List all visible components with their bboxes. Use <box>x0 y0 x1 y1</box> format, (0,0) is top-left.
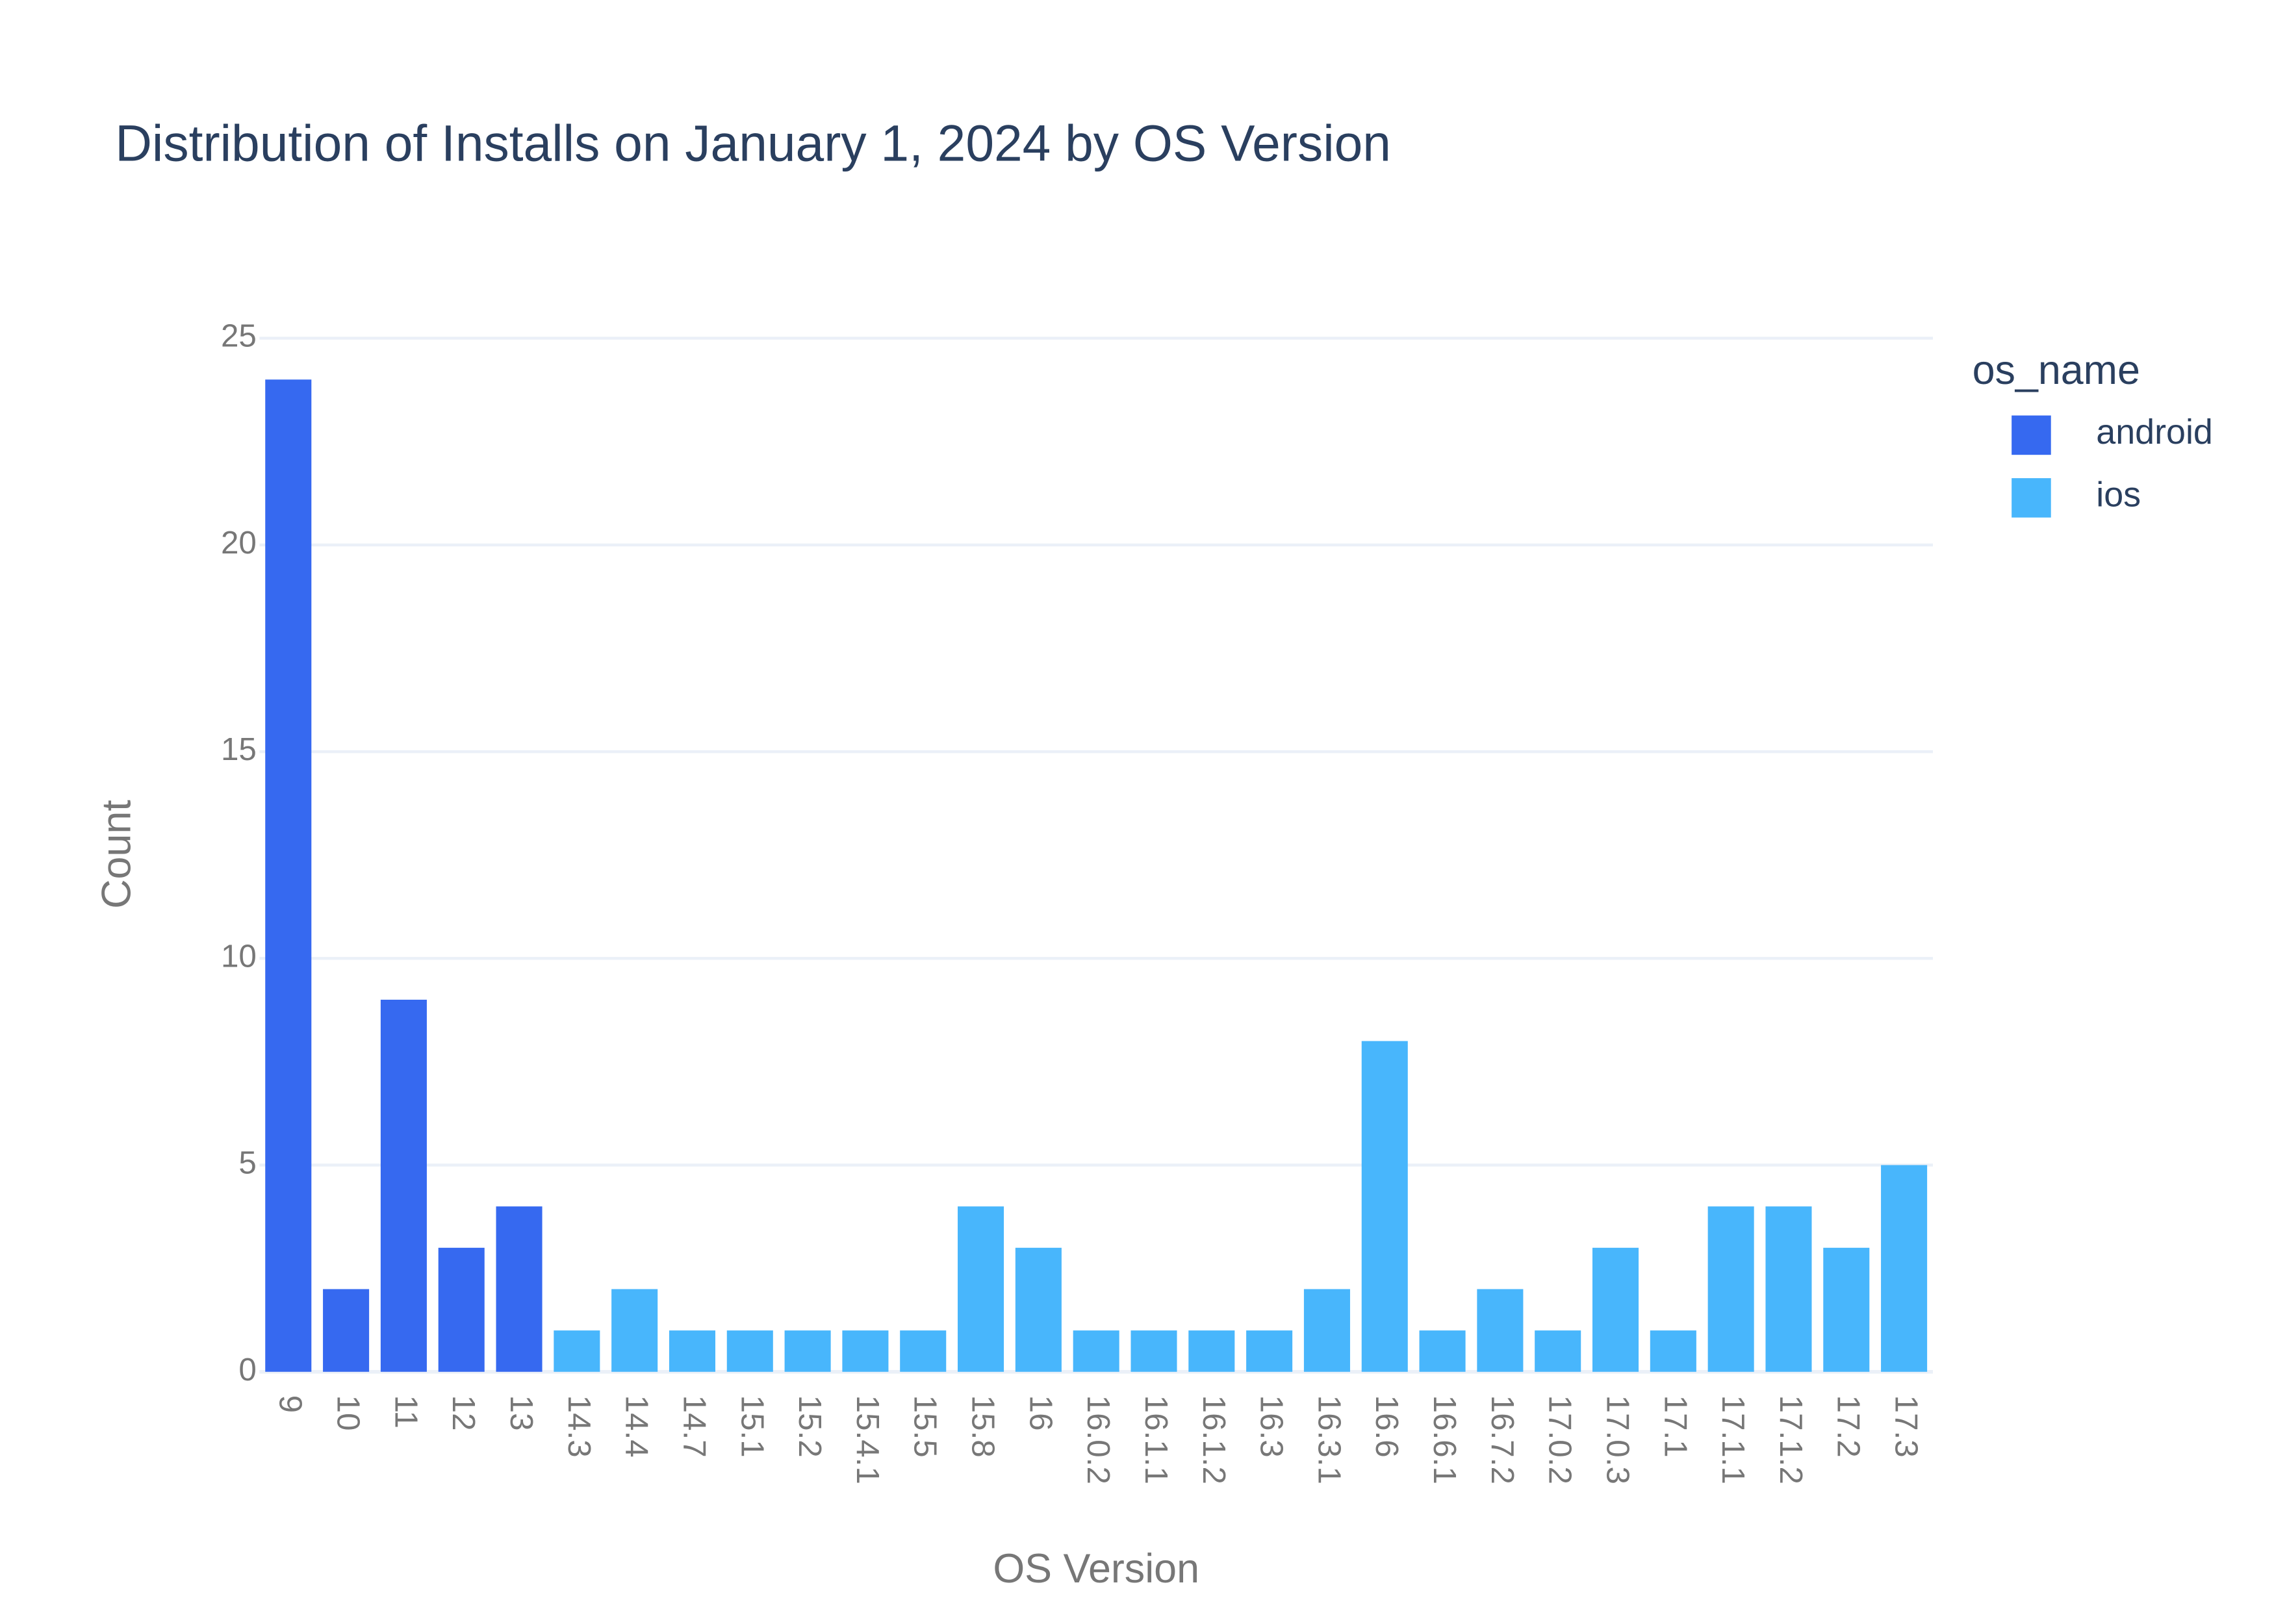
bar <box>323 1289 370 1372</box>
x-tick-label: 17.2 <box>1831 1395 1867 1458</box>
y-tick-label: 20 <box>221 525 257 561</box>
legend-swatch <box>2012 478 2051 518</box>
bar <box>669 1330 715 1372</box>
x-tick-label: 16.3 <box>1254 1395 1290 1458</box>
bar <box>900 1330 947 1372</box>
bar <box>784 1330 831 1372</box>
x-tick-label: 14.4 <box>619 1395 655 1458</box>
bar <box>1823 1247 1870 1372</box>
x-tick-label: 17.0.2 <box>1542 1395 1578 1484</box>
x-tick-label: 15.2 <box>792 1395 828 1458</box>
y-tick-label: 0 <box>238 1352 256 1388</box>
bar <box>438 1247 485 1372</box>
bar <box>1303 1289 1350 1372</box>
x-tick-label: 15.4.1 <box>850 1395 886 1484</box>
bar <box>1131 1330 1177 1372</box>
x-tick-label: 16.7.2 <box>1485 1395 1520 1484</box>
legend-swatch <box>2012 415 2051 455</box>
x-tick-label: 13 <box>504 1395 539 1431</box>
y-tick-label: 25 <box>221 318 257 354</box>
x-tick-label: 9 <box>273 1395 309 1413</box>
bar <box>1650 1330 1696 1372</box>
bar <box>1246 1330 1293 1372</box>
x-tick-label: 16.0.2 <box>1080 1395 1116 1484</box>
x-tick-label: 15.8 <box>965 1395 1001 1458</box>
bar <box>1535 1330 1581 1372</box>
bar <box>1881 1165 1928 1372</box>
legend-label: ios <box>2096 475 2141 514</box>
x-tick-label: 14.7 <box>676 1395 712 1458</box>
y-tick-label: 10 <box>221 938 257 974</box>
x-tick-label: 14.3 <box>561 1395 597 1458</box>
y-tick-label: 15 <box>221 731 257 767</box>
legend-title: os_name <box>1973 348 2140 393</box>
y-axis-label: Count <box>94 800 140 909</box>
x-tick-label: 11 <box>388 1395 424 1428</box>
bar <box>496 1206 543 1372</box>
bar <box>554 1330 600 1372</box>
x-tick-label: 15.1 <box>734 1395 770 1458</box>
legend-label: android <box>2096 412 2213 451</box>
y-tick-label: 5 <box>238 1145 256 1181</box>
x-tick-label: 17.1.1 <box>1715 1395 1751 1484</box>
x-axis-label: OS Version <box>993 1546 1199 1592</box>
bar <box>726 1330 773 1372</box>
bar <box>1477 1289 1524 1372</box>
x-tick-label: 16.6.1 <box>1427 1395 1463 1484</box>
bar <box>1419 1330 1466 1372</box>
x-tick-label: 17.3 <box>1889 1395 1924 1458</box>
bar <box>611 1289 658 1372</box>
x-tick-label: 16.6 <box>1369 1395 1405 1458</box>
x-tick-label: 16 <box>1023 1395 1058 1431</box>
bar <box>1015 1247 1062 1372</box>
bar <box>958 1206 1004 1372</box>
bar <box>1361 1041 1408 1372</box>
bar <box>1188 1330 1235 1372</box>
x-tick-label: 16.1.1 <box>1138 1395 1174 1484</box>
x-tick-label: 16.1.2 <box>1196 1395 1232 1484</box>
x-tick-label: 12 <box>446 1395 481 1431</box>
bar <box>1765 1206 1812 1372</box>
x-tick-label: 10 <box>331 1395 366 1431</box>
bar <box>842 1330 889 1372</box>
x-tick-label: 16.3.1 <box>1311 1395 1347 1484</box>
x-tick-label: 17.1.2 <box>1773 1395 1809 1484</box>
chart-title: Distribution of Installs on January 1, 2… <box>115 114 1391 171</box>
bar <box>265 379 312 1372</box>
bar <box>1592 1247 1639 1372</box>
x-tick-label: 17.0.3 <box>1600 1395 1635 1484</box>
bar <box>380 999 427 1372</box>
x-tick-label: 17.1 <box>1657 1395 1693 1458</box>
x-tick-label: 15.5 <box>908 1395 943 1458</box>
bar <box>1073 1330 1119 1372</box>
bar <box>1707 1206 1754 1372</box>
